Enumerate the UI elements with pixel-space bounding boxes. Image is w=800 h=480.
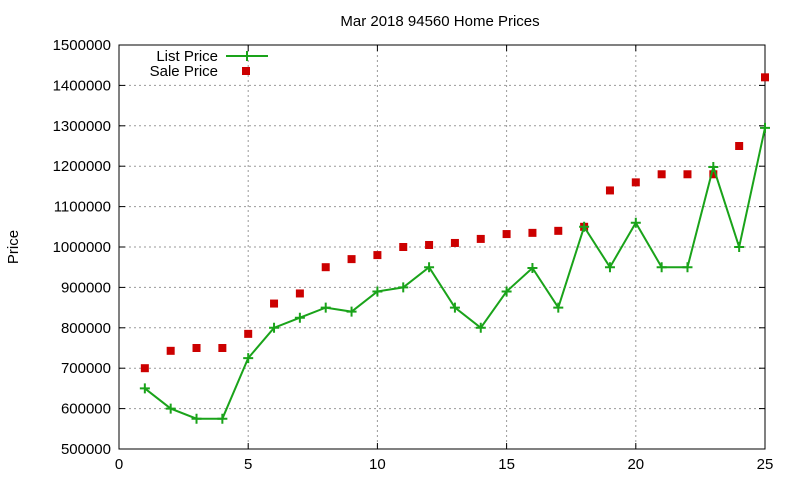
y-tick-label: 1500000 xyxy=(53,37,111,54)
legend: List Price Sale Price xyxy=(150,48,268,80)
sale-price-point xyxy=(554,226,563,235)
sale-price-point xyxy=(476,234,485,243)
tick-labels: 0 5 10 15 20 25 500000 600000 700000 800000 900000… xyxy=(53,37,774,473)
list-price-point xyxy=(165,403,176,414)
sale-price-point xyxy=(502,230,511,239)
list-price-point xyxy=(553,302,564,313)
sale-price-point xyxy=(295,289,304,298)
x-tick-label: 20 xyxy=(627,456,644,473)
list-price-point xyxy=(294,312,305,323)
y-tick-label: 1200000 xyxy=(53,158,111,175)
y-tick-label: 1300000 xyxy=(53,118,111,135)
sale-price-point xyxy=(657,170,666,179)
x-tick-label: 10 xyxy=(369,456,386,473)
list-price-line xyxy=(144,127,766,420)
sale-price-point xyxy=(709,170,718,179)
list-price-point xyxy=(346,306,357,317)
list-price-point xyxy=(217,413,228,424)
y-tick-label: 1400000 xyxy=(53,77,111,94)
sale-price-point xyxy=(399,243,408,251)
sale-price-point xyxy=(347,255,356,264)
sale-price-point xyxy=(270,299,279,308)
list-price-point xyxy=(139,383,150,394)
legend-label-sale-price: Sale Price xyxy=(150,63,218,80)
sale-price-point xyxy=(450,238,459,247)
sale-price-point xyxy=(373,251,382,260)
chart-title: Mar 2018 94560 Home Prices xyxy=(340,13,539,30)
sale-price-point xyxy=(321,263,330,272)
list-price-point xyxy=(398,282,409,293)
grid xyxy=(119,45,765,449)
sale-price-point xyxy=(218,344,227,352)
list-price-point xyxy=(708,162,719,173)
sale-price-point xyxy=(683,170,692,179)
list-price-point xyxy=(191,413,202,424)
list-price-point xyxy=(424,262,435,273)
list-price-point xyxy=(760,122,770,133)
list-price-point xyxy=(604,262,615,273)
legend-marker-sale-price xyxy=(242,67,250,75)
list-price-point xyxy=(527,263,538,274)
legend-marker-list-price xyxy=(242,51,252,61)
sale-price-point xyxy=(166,346,175,355)
list-price-point xyxy=(372,286,383,297)
y-tick-label: 1100000 xyxy=(54,199,111,216)
y-tick-label: 1000000 xyxy=(53,239,111,256)
y-tick-label: 900000 xyxy=(61,279,111,296)
y-tick-label: 800000 xyxy=(61,320,111,337)
sale-price-point xyxy=(735,142,744,150)
y-axis-label: Price xyxy=(5,230,22,264)
x-tick-label: 15 xyxy=(498,456,515,473)
list-price-point xyxy=(656,262,667,273)
legend-label-list-price: List Price xyxy=(156,48,218,65)
list-price-point xyxy=(243,353,254,364)
list-price-point xyxy=(320,302,331,313)
y-tick-label: 500000 xyxy=(61,441,111,458)
sale-price-point xyxy=(761,73,769,82)
y-tick-label: 600000 xyxy=(61,401,111,418)
list-price-point xyxy=(630,217,641,228)
list-price-point xyxy=(269,322,280,333)
sale-price-point xyxy=(192,344,201,352)
list-price-point xyxy=(579,221,590,232)
list-price-point xyxy=(734,242,745,252)
x-tick-label: 5 xyxy=(244,456,252,473)
sale-price-point xyxy=(425,240,434,249)
x-tick-label: 0 xyxy=(115,456,123,473)
sale-price-point xyxy=(244,329,253,338)
sale-price-point xyxy=(605,186,614,195)
sale-price-point xyxy=(528,228,537,237)
series xyxy=(139,73,770,424)
list-price-point xyxy=(501,286,512,297)
y-tick-label: 700000 xyxy=(61,360,111,377)
list-price-point xyxy=(475,322,486,333)
list-price-point xyxy=(682,262,693,273)
x-tick-label: 25 xyxy=(757,456,774,473)
list-price-point xyxy=(449,302,460,313)
axis-ticks xyxy=(118,44,766,450)
sale-price-point xyxy=(140,364,149,373)
sale-price-point xyxy=(631,178,640,187)
